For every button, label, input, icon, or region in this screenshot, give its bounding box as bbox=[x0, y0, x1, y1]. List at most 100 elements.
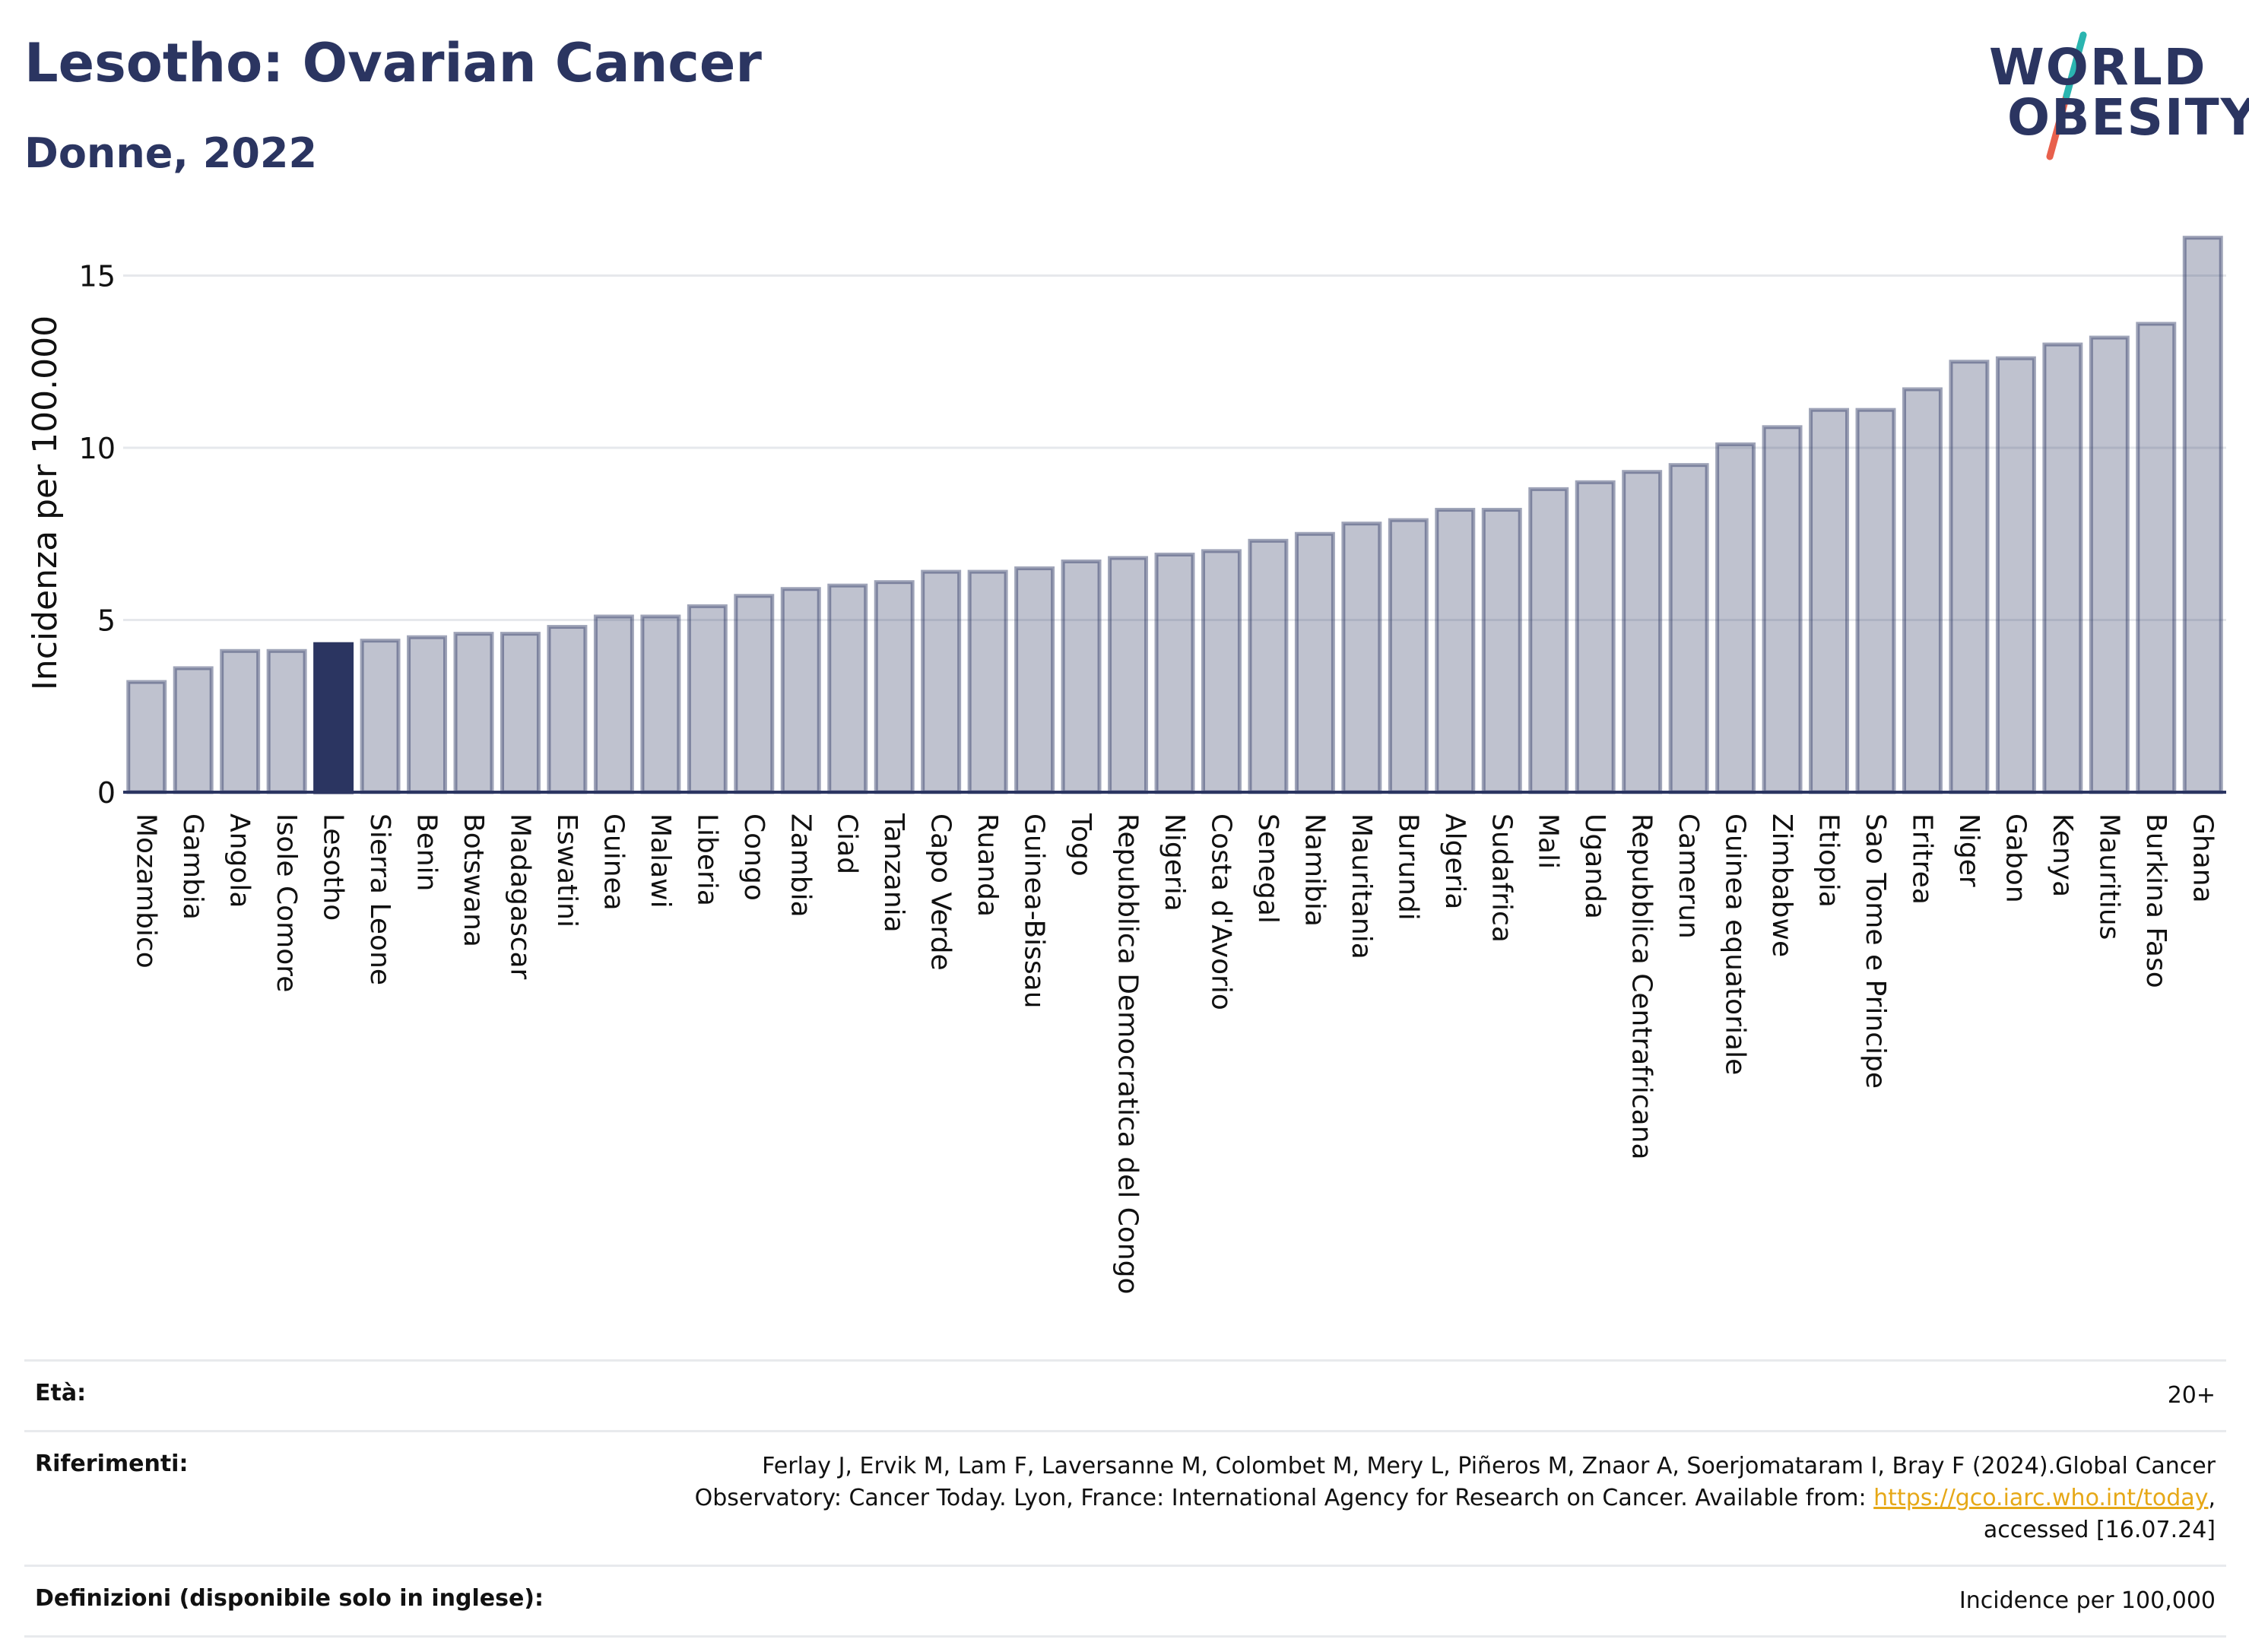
bar-repubblica-democratica-del-congo bbox=[1108, 556, 1149, 794]
bar-guinea-equatoriale bbox=[1715, 442, 1756, 794]
x-tick-label: Kenya bbox=[2047, 813, 2078, 897]
x-tick-label: Costa d'Avorio bbox=[1205, 813, 1236, 1010]
age-value: 20+ bbox=[2167, 1382, 2216, 1409]
references-link[interactable]: https://gco.iarc.who.int/today bbox=[1873, 1485, 2209, 1511]
x-tick-label: Guinea-Bissau bbox=[1019, 813, 1050, 1009]
x-tick-label: Etiopia bbox=[1813, 813, 1845, 908]
x-tick-label: Gabon bbox=[2000, 813, 2031, 903]
x-tick-label: Benin bbox=[411, 813, 443, 891]
bar-niger bbox=[1949, 360, 1990, 794]
bar-sierra-leone bbox=[360, 639, 401, 794]
bar-madagascar bbox=[500, 632, 541, 794]
x-tick-label: Burundi bbox=[1392, 813, 1423, 921]
bar-namibia bbox=[1294, 531, 1335, 794]
bar-capo-verde bbox=[921, 569, 962, 794]
bar-gabon bbox=[1995, 356, 2036, 794]
bar-chart: 0 5 10 15 Mozambico Gambia Angola Isole Comore L… bbox=[26, 236, 2226, 1295]
x-tick-label: Uganda bbox=[1579, 813, 1610, 919]
world-obesity-logo: WORLD OBESITY bbox=[1984, 21, 2249, 166]
x-tick-label: Sudafrica bbox=[1486, 813, 1517, 943]
references-row: Riferimenti: Ferlay J, Ervik M, Lam F, L… bbox=[24, 1430, 2226, 1565]
bar-burundi bbox=[1388, 518, 1429, 794]
x-tick-label: Gambia bbox=[177, 813, 208, 920]
x-tick-label: Isole Comore bbox=[271, 813, 302, 992]
x-tick-label: Sierra Leone bbox=[364, 813, 395, 985]
x-tick-label: Eswatini bbox=[551, 813, 582, 927]
x-tick-label: Senegal bbox=[1252, 813, 1283, 924]
x-tick-label: Niger bbox=[1953, 813, 1984, 887]
bar-congo bbox=[734, 594, 775, 794]
references-value: Ferlay J, Ervik M, Lam F, Laversanne M, … bbox=[619, 1451, 2216, 1546]
x-tick-label: Tanzania bbox=[878, 813, 909, 933]
bar-mali bbox=[1528, 487, 1569, 794]
x-tick-label: Mali bbox=[1533, 813, 1564, 869]
bar-benin bbox=[407, 635, 448, 794]
bar-gambia bbox=[173, 666, 214, 794]
logo-slash-icon bbox=[2046, 31, 2087, 160]
bar-algeria bbox=[1435, 508, 1476, 794]
x-tick-label: Ciad bbox=[832, 813, 863, 874]
x-tick-label: Algeria bbox=[1439, 813, 1470, 910]
bar-tanzania bbox=[874, 580, 915, 794]
logo-text-world: WORLD bbox=[1989, 38, 2207, 97]
definitions-value: Incidence per 100,000 bbox=[1959, 1587, 2216, 1614]
y-tick-label: 15 bbox=[79, 260, 116, 293]
x-tick-label: Repubblica Democratica del Congo bbox=[1112, 813, 1144, 1295]
x-tick-label: Malawi bbox=[645, 813, 676, 908]
bar-sudafrica bbox=[1481, 508, 1522, 794]
definitions-label: Definizioni (disponibile solo in inglese… bbox=[35, 1585, 544, 1612]
x-tick-label: Mauritania bbox=[1346, 813, 1377, 959]
x-tick-label: Eritrea bbox=[1906, 813, 1937, 905]
bar-mozambico bbox=[126, 680, 167, 794]
x-tick-label: Zambia bbox=[785, 813, 816, 918]
y-axis-label: Incidenza per 100.000 bbox=[26, 315, 65, 690]
references-text: Ferlay J, Ervik M, Lam F, Laversanne M, … bbox=[694, 1453, 2216, 1511]
bar-zimbabwe bbox=[1762, 425, 1803, 794]
bar-lesotho bbox=[313, 642, 354, 794]
bar-eswatini bbox=[547, 625, 588, 794]
x-tick-label: Angola bbox=[224, 813, 255, 908]
x-tick-label: Madagascar bbox=[504, 813, 535, 980]
x-tick-label: Lesotho bbox=[318, 813, 349, 921]
x-tick-label: Congo bbox=[738, 813, 769, 901]
definitions-row: Definizioni (disponibile solo in inglese… bbox=[24, 1565, 2226, 1638]
x-tick-label: Mozambico bbox=[131, 813, 162, 969]
bar-guinea bbox=[593, 614, 634, 794]
bar-malawi bbox=[640, 614, 681, 794]
x-tick-label: Botswana bbox=[458, 813, 489, 947]
tick-labels: 0 5 10 15 Mozambico Gambia Angola Isole Comore L… bbox=[26, 260, 2218, 1295]
y-tick-label: 0 bbox=[97, 776, 116, 810]
bar-liberia bbox=[687, 604, 728, 794]
x-tick-label: Capo Verde bbox=[925, 813, 956, 971]
info-table: Età: 20+ Riferimenti: Ferlay J, Ervik M,… bbox=[24, 1359, 2226, 1638]
bar-ciad bbox=[827, 583, 868, 794]
bar-botswana bbox=[453, 632, 494, 794]
x-tick-label: Repubblica Centrafricana bbox=[1626, 813, 1657, 1160]
bar-senegal bbox=[1248, 538, 1289, 794]
bar-camerun bbox=[1668, 463, 1709, 794]
bar-uganda bbox=[1575, 480, 1616, 794]
age-row: Età: 20+ bbox=[24, 1359, 2226, 1430]
bar-guinea-bissau bbox=[1014, 566, 1055, 794]
y-tick-label: 10 bbox=[79, 432, 116, 465]
page-subtitle: Donne, 2022 bbox=[24, 129, 318, 177]
bar-angola bbox=[220, 648, 261, 794]
bar-togo bbox=[1061, 559, 1102, 794]
x-tick-label: Zimbabwe bbox=[1766, 813, 1797, 957]
bar-kenya bbox=[2042, 342, 2083, 794]
references-tail: , accessed [16.07.24] bbox=[1983, 1485, 2216, 1543]
bar-costa-d-avorio bbox=[1201, 549, 1242, 794]
bars bbox=[126, 236, 2223, 794]
x-tick-label: Guinea bbox=[598, 813, 629, 911]
x-tick-label: Togo bbox=[1065, 813, 1096, 877]
bar-zambia bbox=[780, 587, 821, 794]
x-tick-label: Namibia bbox=[1299, 813, 1330, 927]
bar-ghana bbox=[2182, 236, 2223, 794]
bar-eritrea bbox=[1902, 387, 1943, 794]
bar-ruanda bbox=[967, 569, 1008, 794]
x-tick-label: Nigeria bbox=[1159, 813, 1190, 912]
x-tick-label: Mauritius bbox=[2093, 813, 2124, 940]
x-tick-label: Ruanda bbox=[972, 813, 1003, 917]
x-tick-label: Guinea equatoriale bbox=[1720, 813, 1751, 1075]
references-label: Riferimenti: bbox=[35, 1451, 189, 1477]
